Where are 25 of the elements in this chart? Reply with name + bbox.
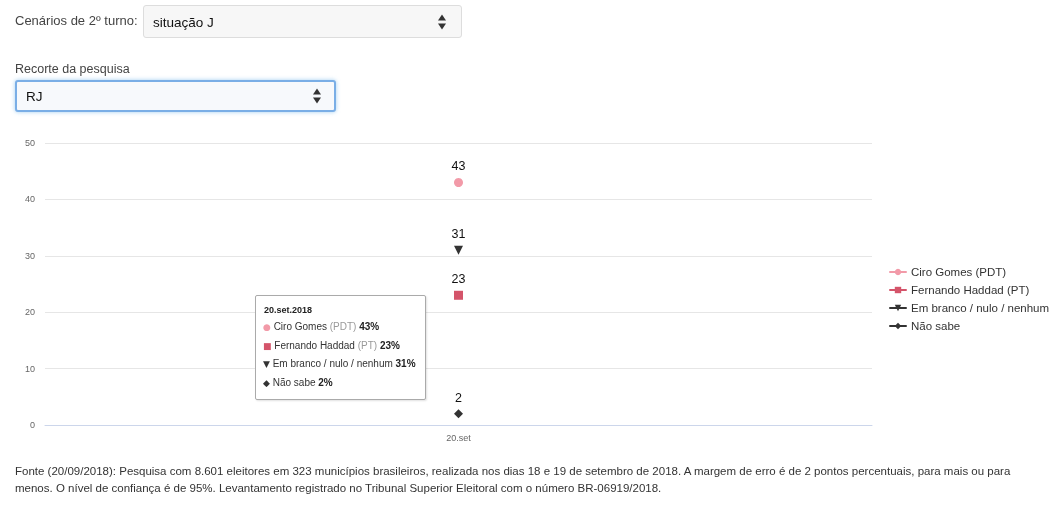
annotation: 20.set.2018 <box>264 304 314 316</box>
annotation: ■ Fernando Haddad (PT) 23% <box>263 338 401 353</box>
x-tick-label: 20.set <box>446 432 472 443</box>
data-label: 43 <box>451 159 466 174</box>
data-label: 2 <box>455 390 463 405</box>
y-tick-label: 30 <box>24 250 35 261</box>
text: Cenários de 2º turno: <box>15 13 138 28</box>
legend-label: Fernando Haddad (PT) <box>911 284 1030 296</box>
text: Recorte da pesquisa <box>15 62 130 76</box>
select-dropdown: RJ <box>15 80 336 112</box>
legend-label: Em branco / nulo / nenhum <box>911 302 1050 314</box>
legend-label: Ciro Gomes (PDT) <box>911 266 1007 278</box>
y-tick-label: 50 <box>24 138 35 148</box>
data-label: 31 <box>451 227 466 242</box>
legend-label: Não sabe <box>911 320 961 332</box>
y-tick-label: 0 <box>29 420 35 430</box>
annotation: ● Ciro Gomes (PDT) 43% <box>263 320 381 334</box>
select-dropdown: situação J <box>143 5 462 38</box>
y-tick-label: 40 <box>24 194 35 205</box>
data-label: 23 <box>451 272 466 287</box>
y-tick-label: 20 <box>24 307 35 318</box>
source-note: Fonte (20/09/2018): Pesquisa com 8.601 eleitores em 323 municípios brasileiros, realizada nos dias 18 e 19 de setembro de 2018. A margem de erro é de 2 pontos percentuais, para mais ou para menos. O nível de confiança é de 95%. Levantamento registrado no Tribunal Superior Eleitoral com o número BR-06919/2018. <box>15 464 1012 496</box>
annotation: ▼ Em branco / nulo / nenhum 31% <box>263 357 416 371</box>
annotation: ◆ Não sabe 2% <box>263 375 334 390</box>
y-tick-label: 10 <box>24 363 35 374</box>
